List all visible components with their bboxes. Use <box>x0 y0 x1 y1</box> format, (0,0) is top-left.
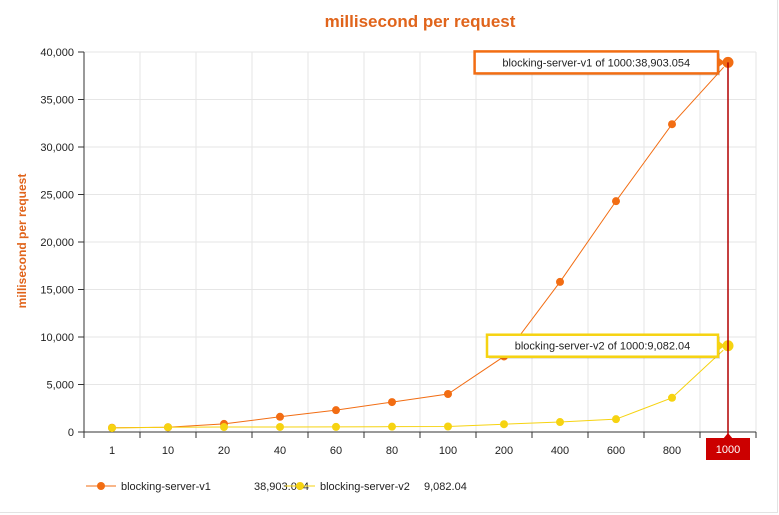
tooltip-layer: 1000 blocking-server-v1 of 1000:38,903.05… <box>473 50 750 460</box>
x-tick-label: 600 <box>607 445 625 457</box>
data-point[interactable] <box>556 277 564 286</box>
data-point[interactable] <box>388 422 396 431</box>
x-tick-label: 100 <box>439 445 457 457</box>
data-point[interactable] <box>332 422 340 431</box>
data-point[interactable] <box>500 420 508 429</box>
legend-marker <box>296 482 304 490</box>
data-point[interactable] <box>388 398 396 407</box>
series-layer <box>108 55 735 433</box>
series-line-blocking-server-v1 <box>111 62 729 429</box>
y-tick-label: 15,000 <box>40 285 74 297</box>
data-point[interactable] <box>164 423 172 432</box>
x-tick-label: 80 <box>386 445 398 457</box>
y-axis-label: millisecond per request <box>15 174 29 309</box>
highlight-category-box <box>706 438 750 460</box>
data-point[interactable] <box>108 424 116 433</box>
y-tick-label: 30,000 <box>40 142 74 154</box>
data-point[interactable] <box>332 406 340 415</box>
tooltip-blocking-server-v2: blocking-server-v2 of 1000:9,082.04 <box>485 333 725 359</box>
x-tick-label: 400 <box>551 445 569 457</box>
legend-value: 38,903.054 <box>254 481 309 493</box>
data-point[interactable] <box>276 422 284 431</box>
tooltip-text: blocking-server-v2 of 1000:9,082.04 <box>515 341 691 353</box>
x-tick-label: 10 <box>162 445 174 457</box>
tooltip-text: blocking-server-v1 of 1000:38,903.054 <box>502 57 690 69</box>
y-tick-label: 40,000 <box>40 47 74 59</box>
grid <box>84 51 757 432</box>
data-point[interactable] <box>612 415 620 424</box>
x-tick-label: 40 <box>274 445 286 457</box>
x-tick-label: 200 <box>495 445 513 457</box>
data-point[interactable] <box>556 418 564 427</box>
highlight-category-label: 1000 <box>716 444 740 456</box>
x-tick-label: 60 <box>330 445 342 457</box>
tooltip-blocking-server-v1: blocking-server-v1 of 1000:38,903.054 <box>473 50 725 76</box>
chart-title: millisecond per request <box>325 12 516 31</box>
data-point[interactable] <box>668 393 676 402</box>
data-point[interactable] <box>444 390 452 398</box>
series-line-blocking-server-v2 <box>111 345 729 429</box>
y-tick-label: 25,000 <box>40 190 74 202</box>
legend-marker <box>97 482 105 490</box>
x-tick-label: 800 <box>663 445 681 457</box>
y-tick-label: 0 <box>68 427 74 439</box>
data-point[interactable] <box>220 423 228 432</box>
data-point[interactable] <box>668 120 676 129</box>
data-point[interactable] <box>276 412 284 421</box>
y-tick-label: 10,000 <box>40 332 74 344</box>
legend: blocking-server-v1 38,903.054 blocking-ser… <box>86 481 467 493</box>
data-point[interactable] <box>612 197 620 206</box>
x-tick-label: 1 <box>109 445 115 457</box>
axes: 0 5,000 10,000 15,000 20,000 25,000 30,000 35,0… <box>40 47 757 457</box>
legend-value: 9,082.04 <box>424 481 467 493</box>
y-tick-label: 5,000 <box>46 380 74 392</box>
legend-label[interactable]: blocking-server-v1 <box>121 481 211 493</box>
tooltip-arrow <box>718 340 725 351</box>
y-tick-label: 20,000 <box>40 237 74 249</box>
crosshair-pointer <box>723 433 733 439</box>
y-tick-label: 35,000 <box>40 95 74 107</box>
tooltip-arrow <box>718 57 725 68</box>
x-tick-label: 20 <box>218 445 230 457</box>
data-point[interactable] <box>444 422 452 431</box>
legend-label[interactable]: blocking-server-v2 <box>320 481 410 493</box>
